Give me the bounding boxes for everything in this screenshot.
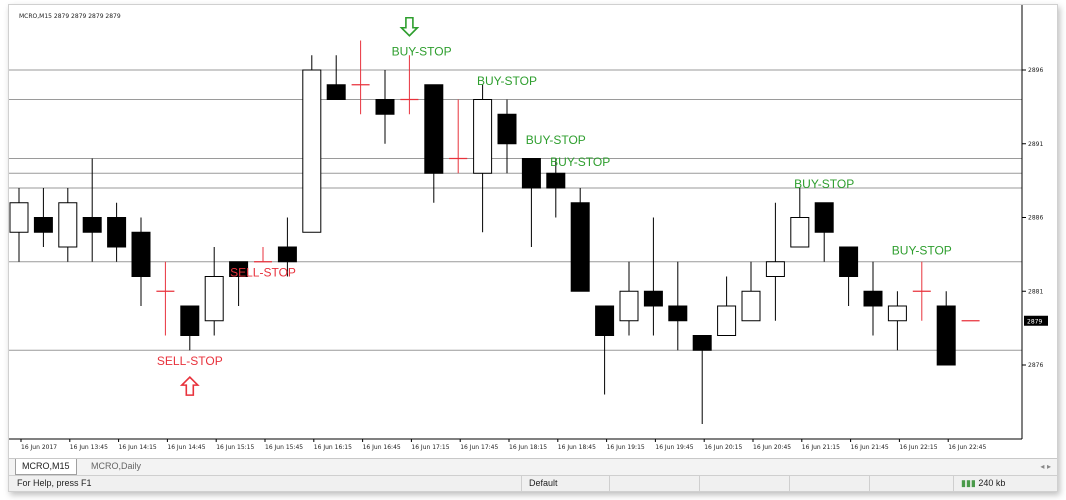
bearish-candle	[692, 335, 712, 351]
time-tick-label: 16 Jun 21:45	[851, 444, 889, 451]
arrow-down-icon	[399, 16, 420, 37]
status-separator	[869, 476, 870, 491]
time-tick-label: 16 Jun 17:15	[411, 444, 449, 451]
price-tick-label: 2886	[1028, 215, 1043, 222]
bearish-candle	[668, 305, 688, 322]
connection-icon: ▮▮▮	[961, 478, 976, 488]
arrow-up-icon	[179, 375, 200, 396]
bearish-candle	[595, 305, 615, 336]
time-tick-label: 16 Jun 2017	[21, 444, 57, 451]
bullish-candle	[473, 99, 493, 174]
bearish-candle	[82, 217, 102, 233]
buy-stop-label: BUY-STOP	[526, 133, 586, 147]
tab-mcro-daily[interactable]: MCRO,Daily	[91, 461, 142, 471]
buy-stop-label: BUY-STOP	[392, 44, 452, 58]
bullish-candle	[9, 202, 29, 233]
time-tick-label: 16 Jun 14:45	[167, 444, 205, 451]
bullish-candle	[887, 305, 907, 322]
buy-stop-label: BUY-STOP	[794, 177, 854, 191]
bearish-candle	[839, 246, 859, 277]
bearish-candle	[643, 290, 663, 307]
sell-stop-label: SELL-STOP	[230, 266, 296, 280]
time-tick-label: 16 Jun 16:45	[363, 444, 401, 451]
bullish-candle	[790, 217, 810, 248]
bearish-candle	[546, 172, 566, 189]
price-tick-label: 2896	[1028, 67, 1043, 74]
bearish-candle	[424, 84, 444, 174]
status-separator	[789, 476, 790, 491]
time-tick-label: 16 Jun 13:45	[70, 444, 108, 451]
time-tick-label: 16 Jun 20:15	[704, 444, 742, 451]
status-bar: For Help, press F1 Default ▮▮▮ 240 kb	[9, 475, 1057, 491]
time-tick-label: 16 Jun 17:45	[460, 444, 498, 451]
bearish-candle	[131, 231, 151, 277]
bearish-candle	[375, 99, 395, 115]
bearish-candle	[180, 305, 200, 336]
time-tick-label: 16 Jun 20:45	[753, 444, 791, 451]
bearish-candle	[814, 202, 834, 233]
bearish-candle	[936, 305, 956, 366]
time-tick-label: 16 Jun 18:45	[558, 444, 596, 451]
price-tick-label: 2881	[1028, 288, 1043, 295]
price-tick-label: 2876	[1028, 362, 1043, 369]
buy-stop-label: BUY-STOP	[550, 155, 610, 169]
bullish-candle	[302, 69, 322, 233]
bullish-candle	[717, 305, 737, 336]
bullish-candle	[204, 276, 224, 322]
bullish-candle	[765, 261, 785, 277]
time-tick-label: 16 Jun 19:15	[607, 444, 645, 451]
status-separator	[699, 476, 700, 491]
bearish-candle	[326, 84, 346, 100]
traffic-value: 240 kb	[978, 478, 1006, 488]
bearish-candle	[863, 290, 883, 307]
current-price-label: 2879	[1027, 318, 1042, 325]
price-tick-label: 2891	[1028, 141, 1043, 148]
time-tick-label: 16 Jun 22:15	[899, 444, 937, 451]
time-tick-label: 16 Jun 14:15	[119, 444, 157, 451]
bearish-candle	[521, 158, 541, 189]
tab-mcro-m15[interactable]: MCRO,M15	[15, 459, 77, 475]
sell-stop-label: SELL-STOP	[157, 354, 223, 368]
status-help-text: For Help, press F1	[17, 478, 92, 488]
bearish-candle	[497, 113, 517, 145]
time-tick-label: 16 Jun 18:15	[509, 444, 547, 451]
bearish-candle	[229, 261, 249, 277]
status-separator	[609, 476, 610, 491]
status-profile: Default	[529, 478, 558, 488]
time-tick-label: 16 Jun 21:15	[802, 444, 840, 451]
bearish-candle	[570, 202, 590, 292]
time-tick-label: 16 Jun 15:45	[265, 444, 303, 451]
status-separator	[521, 476, 522, 491]
bearish-candle	[107, 217, 127, 248]
time-tick-label: 16 Jun 19:45	[655, 444, 693, 451]
chart-window: MCRO,M15 2879 2879 2879 2879 SELL-STOP SE…	[8, 4, 1058, 492]
buy-stop-label: BUY-STOP	[892, 243, 952, 257]
bearish-candle	[277, 246, 297, 263]
current-price-marker	[1024, 315, 1048, 326]
time-tick-label: 16 Jun 22:45	[948, 444, 986, 451]
time-tick-label: 16 Jun 15:15	[216, 444, 254, 451]
symbol-caption: MCRO,M15 2879 2879 2879 2879	[19, 13, 121, 20]
bearish-candle	[33, 217, 53, 233]
chart-tabs: MCRO,M15 MCRO,Daily ◂ ▸	[9, 458, 1057, 475]
time-tick-label: 16 Jun 16:15	[314, 444, 352, 451]
buy-stop-label: BUY-STOP	[477, 74, 537, 88]
bullish-candle	[741, 290, 761, 322]
tab-scroll-arrows-icon[interactable]: ◂ ▸	[1040, 462, 1051, 471]
status-traffic: ▮▮▮ 240 kb	[961, 478, 1005, 489]
status-separator	[953, 476, 954, 491]
candlestick-chart[interactable]: MCRO,M15 2879 2879 2879 2879 SELL-STOP SE…	[9, 5, 1057, 457]
bullish-candle	[58, 202, 78, 248]
bullish-candle	[619, 290, 639, 322]
